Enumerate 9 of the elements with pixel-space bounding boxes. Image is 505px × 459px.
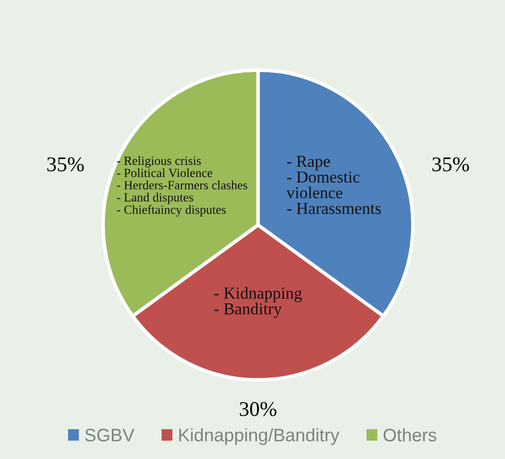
legend-label: Others	[384, 428, 436, 442]
legend-label: Kidnapping/Banditry	[179, 428, 340, 446]
data-label: 35%	[47, 157, 84, 172]
legend-label: SGBV	[85, 428, 134, 442]
text: - Religious crisis - Political Violence - Herders-Farmers clashes - Land disputes - Chieftaincy disputes	[116, 156, 248, 216]
data-label: 30%	[240, 402, 276, 416]
data-label: 35%	[432, 157, 469, 172]
text: - Kidnapping - Banditry	[214, 287, 302, 318]
text: - Rape - Domestic violence - Harassments	[286, 156, 381, 214]
